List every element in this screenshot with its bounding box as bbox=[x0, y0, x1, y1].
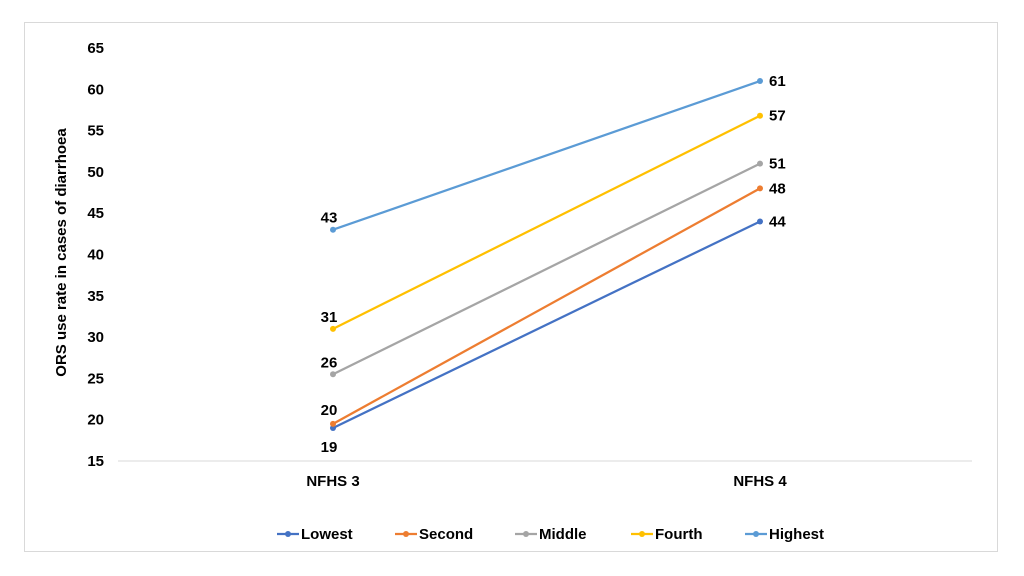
data-point-second bbox=[757, 185, 763, 192]
y-axis: 15 20 25 30 35 40 45 50 55 60 65 bbox=[87, 40, 104, 470]
y-tick-label: 25 bbox=[87, 370, 104, 387]
y-tick-label: 60 bbox=[87, 81, 104, 98]
data-point-fourth bbox=[757, 112, 763, 119]
y-tick-label: 40 bbox=[87, 247, 104, 264]
data-point-middle bbox=[330, 371, 336, 378]
legend-item-fourth: Fourth bbox=[631, 526, 702, 543]
data-point-fourth bbox=[330, 325, 336, 332]
series-line-middle bbox=[332, 162, 761, 376]
data-point-middle bbox=[757, 160, 763, 167]
data-label-highest-0: 43 bbox=[321, 210, 338, 227]
legend-label: Second bbox=[419, 526, 473, 543]
data-label-second-1: 48 bbox=[769, 180, 786, 197]
legend-item-middle: Middle bbox=[515, 526, 587, 543]
data-point-highest bbox=[757, 78, 763, 85]
data-label-middle-0: 26 bbox=[321, 354, 338, 371]
series-line-fourth bbox=[332, 114, 761, 330]
y-tick-label: 15 bbox=[87, 453, 104, 470]
x-tick-label: NFHS 3 bbox=[306, 473, 359, 490]
legend-marker bbox=[639, 531, 645, 537]
series-line-second bbox=[332, 187, 761, 425]
data-label-fourth-0: 31 bbox=[321, 309, 338, 326]
y-tick-label: 55 bbox=[87, 123, 104, 140]
y-tick-label: 35 bbox=[87, 288, 104, 305]
data-label-lowest-1: 44 bbox=[769, 213, 786, 230]
legend-item-second: Second bbox=[395, 526, 473, 543]
data-label-middle-1: 51 bbox=[769, 156, 786, 173]
data-labels: 19 44 20 48 26 51 31 57 43 61 bbox=[321, 73, 787, 456]
x-tick-label: NFHS 4 bbox=[733, 473, 787, 490]
series-line-lowest bbox=[332, 220, 761, 429]
legend-label: Middle bbox=[539, 526, 587, 543]
x-axis: NFHS 3 NFHS 4 bbox=[118, 460, 972, 490]
legend-marker bbox=[403, 531, 409, 537]
legend-label: Highest bbox=[769, 526, 824, 543]
data-point-highest bbox=[330, 226, 336, 233]
legend-item-highest: Highest bbox=[745, 526, 824, 543]
legend-label: Lowest bbox=[301, 526, 353, 543]
data-label-fourth-1: 57 bbox=[769, 108, 786, 125]
series-line-highest bbox=[332, 79, 761, 231]
y-tick-label: 65 bbox=[87, 40, 104, 57]
data-point-lowest bbox=[330, 424, 336, 431]
y-axis-label: ORS use rate in cases of diarrhoea bbox=[53, 128, 70, 377]
legend-marker bbox=[753, 531, 759, 537]
y-tick-label: 45 bbox=[87, 205, 104, 222]
legend-label: Fourth bbox=[655, 526, 702, 543]
y-tick-label: 50 bbox=[87, 164, 104, 181]
data-label-second-0: 20 bbox=[321, 402, 338, 419]
legend-marker bbox=[285, 531, 291, 537]
y-tick-label: 20 bbox=[87, 412, 104, 429]
series-group bbox=[330, 78, 763, 431]
legend-item-lowest: Lowest bbox=[277, 526, 353, 543]
legend-marker bbox=[523, 531, 529, 537]
data-point-second bbox=[330, 420, 336, 427]
y-tick-label: 30 bbox=[87, 329, 104, 346]
data-label-lowest-0: 19 bbox=[321, 439, 338, 456]
legend: Lowest Second Middle Fourth Highest bbox=[277, 526, 824, 543]
data-label-highest-1: 61 bbox=[769, 73, 786, 90]
data-point-lowest bbox=[757, 218, 763, 225]
